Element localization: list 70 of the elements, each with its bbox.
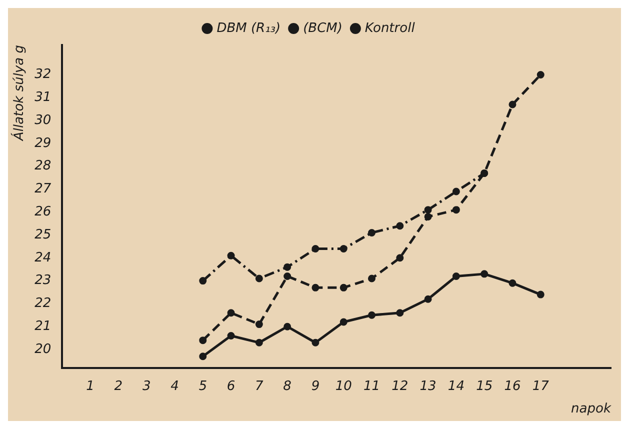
point xyxy=(284,263,292,271)
point xyxy=(536,290,544,298)
point xyxy=(452,272,460,280)
x-tick-label: 17 xyxy=(532,378,550,394)
x-tick-label: 14 xyxy=(448,378,464,394)
y-tick-label: 27 xyxy=(34,182,52,197)
y-tick-label: 23 xyxy=(34,273,52,288)
y-tick-label: 31 xyxy=(34,90,52,106)
point xyxy=(284,272,292,280)
point xyxy=(536,71,544,79)
x-axis-title: napok xyxy=(571,402,612,417)
y-tick-label: 21 xyxy=(34,318,52,334)
x-tick-label: 7 xyxy=(255,378,264,394)
y-tick-label: 26 xyxy=(34,204,52,220)
point xyxy=(508,100,516,108)
point xyxy=(340,318,348,326)
point xyxy=(452,206,460,214)
point xyxy=(368,274,376,282)
y-tick-label: 25 xyxy=(34,227,52,242)
y-tick-label: 20 xyxy=(34,342,52,357)
point xyxy=(255,338,263,346)
legend-label: (BCM) xyxy=(303,20,342,36)
point xyxy=(480,270,488,278)
y-tick-label: 24 xyxy=(34,250,52,266)
point xyxy=(284,322,292,330)
point xyxy=(396,254,404,262)
x-tick-label: 11 xyxy=(363,378,380,394)
point xyxy=(255,320,263,328)
point xyxy=(199,336,207,344)
y-tick-label: 22 xyxy=(34,296,52,312)
point xyxy=(227,309,235,317)
point xyxy=(396,309,404,317)
point xyxy=(340,284,348,292)
x-tick-label: 15 xyxy=(476,378,493,394)
x-tick-label: 2 xyxy=(114,378,123,394)
y-tick-label: 32 xyxy=(34,67,52,82)
point xyxy=(312,338,320,346)
x-tick-label: 4 xyxy=(170,378,179,394)
point xyxy=(424,206,432,214)
x-tick-label: 6 xyxy=(226,378,236,394)
point xyxy=(312,284,320,292)
x-tick-label: 8 xyxy=(283,378,292,394)
x-tick-label: 5 xyxy=(198,378,208,394)
point xyxy=(508,279,516,287)
point xyxy=(255,274,263,282)
x-tick-label: 13 xyxy=(420,378,436,394)
x-tick-label: 12 xyxy=(392,378,408,394)
x-tick-label: 3 xyxy=(142,378,151,394)
point xyxy=(452,188,460,196)
x-tick-label: 9 xyxy=(311,378,320,394)
point xyxy=(312,245,320,253)
x-tick-label: 10 xyxy=(335,378,352,394)
point xyxy=(424,212,432,220)
point xyxy=(227,252,235,260)
x-tick-label: 16 xyxy=(504,378,521,394)
legend-label: Kontroll xyxy=(364,20,416,36)
y-axis-title: Állatok súlya g xyxy=(10,45,28,142)
point xyxy=(340,245,348,253)
legend-label: DBM (R₁₃) xyxy=(216,20,281,36)
y-tick-label: 28 xyxy=(34,158,52,174)
x-tick-label: 1 xyxy=(86,378,94,394)
point xyxy=(368,311,376,319)
point xyxy=(199,352,207,360)
point xyxy=(227,332,235,340)
point xyxy=(396,222,404,230)
point xyxy=(199,277,207,285)
y-tick-label: 29 xyxy=(34,136,52,151)
point xyxy=(424,295,432,303)
y-tick-label: 30 xyxy=(34,112,52,128)
point xyxy=(368,228,376,236)
